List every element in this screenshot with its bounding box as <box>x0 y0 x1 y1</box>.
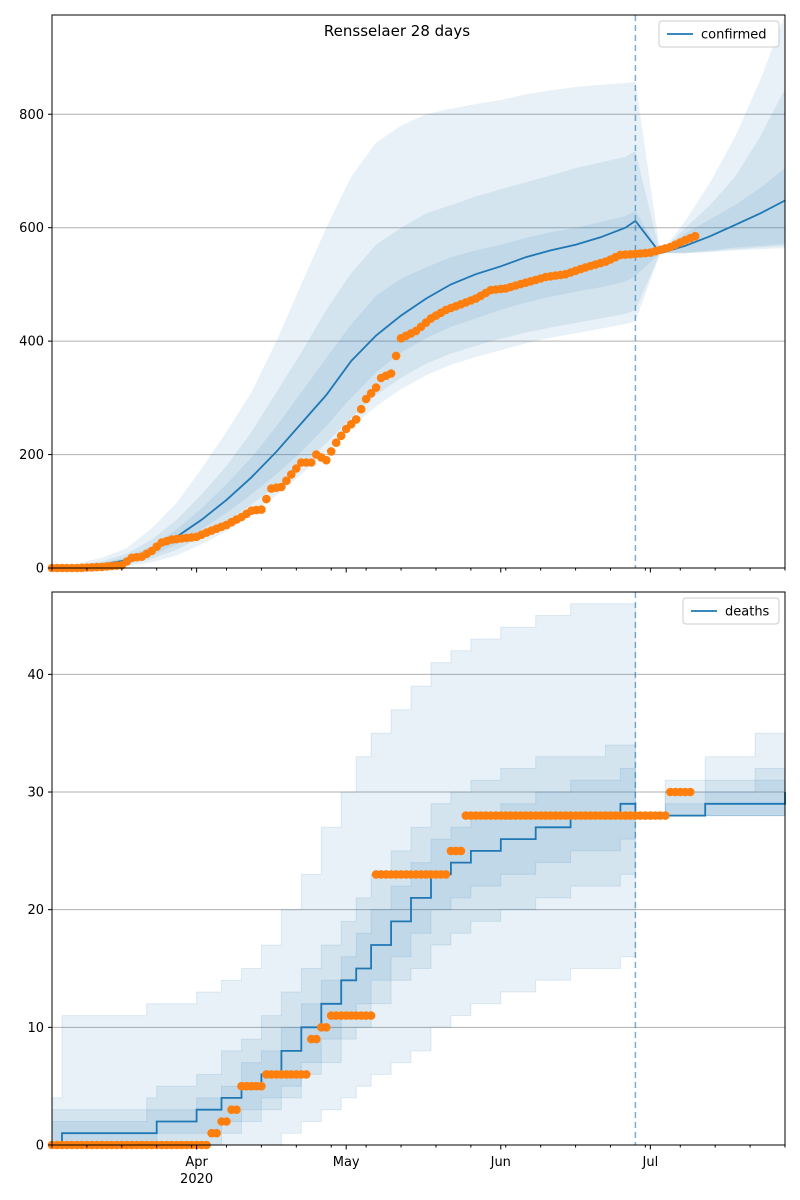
observed-point <box>302 1070 311 1079</box>
observed-point <box>690 231 700 241</box>
observed-point <box>322 1023 331 1032</box>
uncertainty-band-band-80 <box>635 88 785 310</box>
axes-frame <box>51 14 786 569</box>
uncertainty-band-band-50 <box>52 210 636 568</box>
observed-point <box>371 383 381 392</box>
observed-point <box>391 351 401 361</box>
observed-point <box>322 455 331 465</box>
observed-point <box>257 505 266 514</box>
observed-point <box>257 1081 266 1091</box>
x-tick-label: Apr <box>185 1155 208 1170</box>
observed-point <box>331 438 341 448</box>
x-tick-label: Jul <box>642 1155 659 1170</box>
uncertainty-band-band-95 <box>635 697 786 817</box>
y-tick-label: 0 <box>36 1139 44 1154</box>
legend-label: confirmed <box>701 28 767 43</box>
y-tick-label: 10 <box>27 1021 44 1036</box>
uncertainty-band-band-80 <box>52 151 636 568</box>
y-tick-label: 30 <box>27 786 44 801</box>
observed-point <box>441 870 451 879</box>
observed-point <box>312 1034 321 1044</box>
y-tick-label: 20 <box>27 903 44 918</box>
x-tick-label: May <box>333 1155 360 1170</box>
observed-point <box>366 389 376 398</box>
observed-point <box>356 404 366 414</box>
legend-label: deaths <box>725 605 770 620</box>
observed-point <box>326 447 336 456</box>
y-tick-label: 200 <box>19 448 44 463</box>
observed-point <box>661 811 670 820</box>
observed-point <box>336 431 346 441</box>
observed-point <box>456 846 466 856</box>
x-tick-label: Jun <box>490 1155 511 1170</box>
legend-box <box>682 597 780 625</box>
axes-frame <box>51 591 786 1146</box>
observed-point <box>287 470 296 479</box>
observed-point <box>366 1011 376 1020</box>
observed-point <box>351 415 361 424</box>
observed-point <box>307 458 316 467</box>
observed-point <box>262 494 271 504</box>
y-tick-label: 40 <box>27 668 44 683</box>
observed-point <box>232 1105 241 1114</box>
x-tick-sublabel: 2020 <box>180 1172 213 1187</box>
uncertainty-band-band-95 <box>52 81 636 569</box>
y-tick-label: 800 <box>19 108 44 123</box>
figure-title: Rensselaer 28 days <box>324 22 470 40</box>
observed-point <box>686 787 695 797</box>
observed-point <box>292 464 301 473</box>
y-tick-label: 600 <box>19 221 44 236</box>
uncertainty-band-band-95 <box>51 603 636 1146</box>
legend-box <box>658 20 780 48</box>
series-line-deaths <box>52 802 637 1146</box>
y-tick-label: 0 <box>36 562 44 577</box>
y-tick-label: 400 <box>19 335 44 350</box>
observed-point <box>282 476 291 486</box>
confirmed-panel: 0 200 400 600 800 confirmed <box>19 14 786 577</box>
observed-point <box>386 369 396 378</box>
observed-point <box>277 482 286 492</box>
observed-point <box>212 1128 221 1138</box>
observed-point <box>222 1117 231 1126</box>
observed-point <box>361 394 371 404</box>
deaths-panel: 0 10 20 30 40 Apr 2020 May Jun Jul deaths <box>27 591 786 1187</box>
